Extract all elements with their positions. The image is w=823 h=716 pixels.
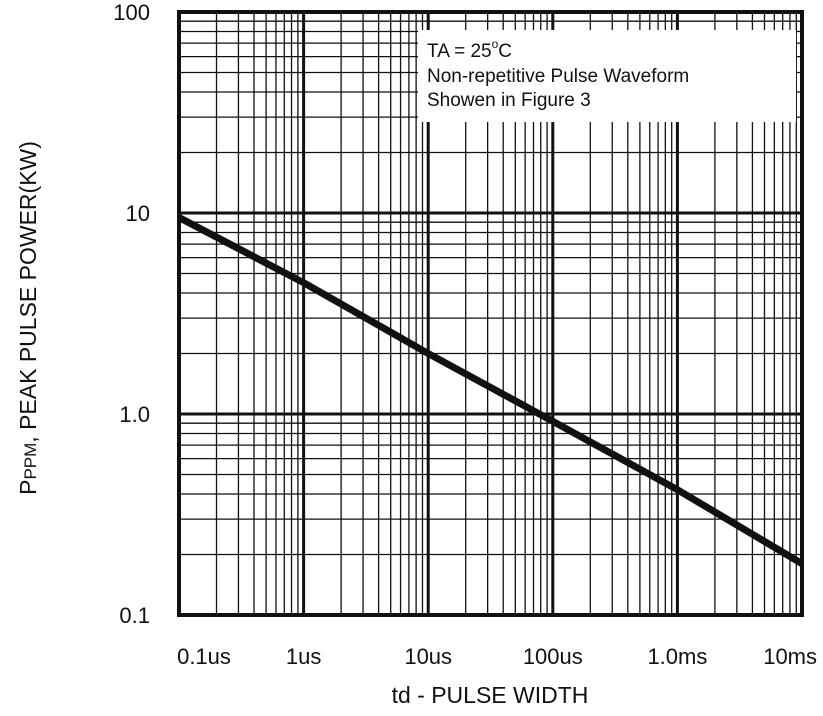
y-tick-labels: 0.1 1.0 10 100	[113, 0, 150, 628]
y-tick-label: 1.0	[119, 402, 150, 427]
series-group	[177, 214, 804, 567]
annotation-line-2: Non-repetitive Pulse Waveform	[427, 66, 689, 87]
plot-frame	[177, 10, 804, 617]
y-tick-label: 10	[126, 201, 150, 226]
x-tick-label: 0.1us	[177, 644, 231, 669]
x-tick-label: 10us	[404, 644, 452, 669]
annotation-line-3: Showen in Figure 3	[427, 90, 591, 111]
data-point	[302, 281, 306, 285]
data-point	[675, 488, 679, 492]
x-tick-label: 1us	[286, 644, 321, 669]
data-point	[426, 351, 430, 355]
x-tick-label: 10ms	[763, 644, 817, 669]
x-tick-label: 1.0ms	[647, 644, 707, 669]
annotation: TA = 25oC Non-repetitive Pulse Waveform …	[418, 30, 796, 122]
y-tick-label: 0.1	[119, 603, 150, 628]
series-line	[177, 214, 804, 567]
y-axis-title: PPPM, PEAK PULSE POWER(KW)	[15, 141, 41, 495]
minor-gridlines	[179, 12, 802, 615]
x-tick-label: 100us	[523, 644, 583, 669]
x-tick-labels: 0.1us 1us 10us 100us 1.0ms 10ms	[177, 644, 817, 669]
data-point	[551, 419, 555, 423]
annotation-line-1: TA = 25oC	[427, 37, 512, 62]
y-tick-label: 100	[113, 0, 150, 25]
annotation-box	[418, 30, 796, 122]
x-axis-title: td - PULSE WIDTH	[392, 682, 589, 708]
